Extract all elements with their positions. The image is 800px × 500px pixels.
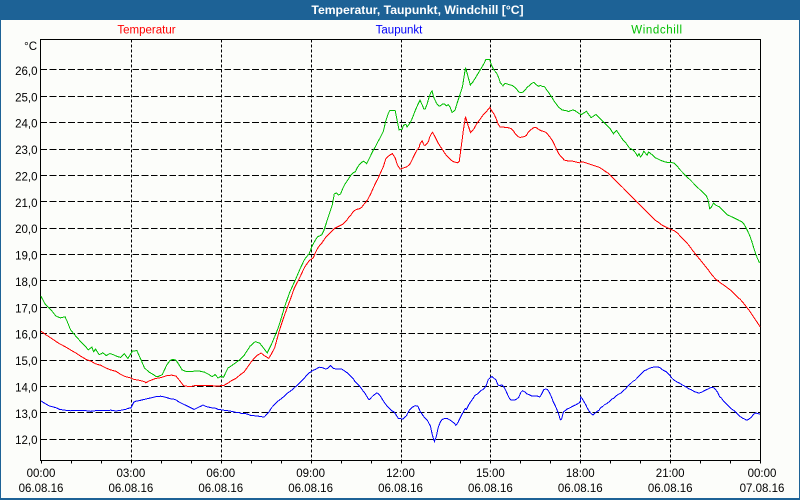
svg-text:06.08.16: 06.08.16	[468, 483, 513, 495]
svg-text:18:00: 18:00	[566, 468, 595, 480]
svg-text:00:00: 00:00	[748, 468, 777, 480]
svg-text:18,0: 18,0	[15, 277, 37, 289]
svg-text:07.08.16: 07.08.16	[740, 483, 785, 495]
svg-text:15,0: 15,0	[15, 356, 37, 368]
svg-text:26,0: 26,0	[15, 66, 37, 78]
svg-text:22,0: 22,0	[15, 171, 37, 183]
svg-text:06.08.16: 06.08.16	[288, 483, 333, 495]
svg-text:06.08.16: 06.08.16	[19, 483, 64, 495]
svg-text:21:00: 21:00	[656, 468, 685, 480]
svg-text:Temperatur, Taupunkt, Windchil: Temperatur, Taupunkt, Windchill [°C]	[311, 3, 523, 17]
svg-text:12,0: 12,0	[15, 435, 37, 447]
svg-text:06.08.16: 06.08.16	[648, 483, 693, 495]
svg-text:21,0: 21,0	[15, 198, 37, 210]
svg-text:03:00: 03:00	[117, 468, 146, 480]
svg-text:00:00: 00:00	[27, 468, 56, 480]
svg-text:23,0: 23,0	[15, 145, 37, 157]
svg-text:16,0: 16,0	[15, 330, 37, 342]
svg-text:19,0: 19,0	[15, 251, 37, 263]
svg-text:06:00: 06:00	[206, 468, 235, 480]
svg-text:06.08.16: 06.08.16	[109, 483, 154, 495]
svg-text:°C: °C	[24, 41, 37, 53]
svg-text:20,0: 20,0	[15, 224, 37, 236]
svg-text:15:00: 15:00	[476, 468, 505, 480]
svg-text:25,0: 25,0	[15, 92, 37, 104]
svg-text:09:00: 09:00	[296, 468, 325, 480]
svg-text:24,0: 24,0	[15, 119, 37, 131]
svg-text:17,0: 17,0	[15, 303, 37, 315]
svg-text:12:00: 12:00	[386, 468, 415, 480]
svg-text:Windchill: Windchill	[631, 25, 682, 37]
svg-text:13,0: 13,0	[15, 409, 37, 421]
svg-text:Temperatur: Temperatur	[117, 25, 175, 37]
svg-text:06.08.16: 06.08.16	[558, 483, 603, 495]
svg-text:14,0: 14,0	[15, 383, 37, 395]
svg-text:06.08.16: 06.08.16	[198, 483, 243, 495]
svg-text:06.08.16: 06.08.16	[378, 483, 423, 495]
svg-text:Taupunkt: Taupunkt	[376, 25, 423, 37]
